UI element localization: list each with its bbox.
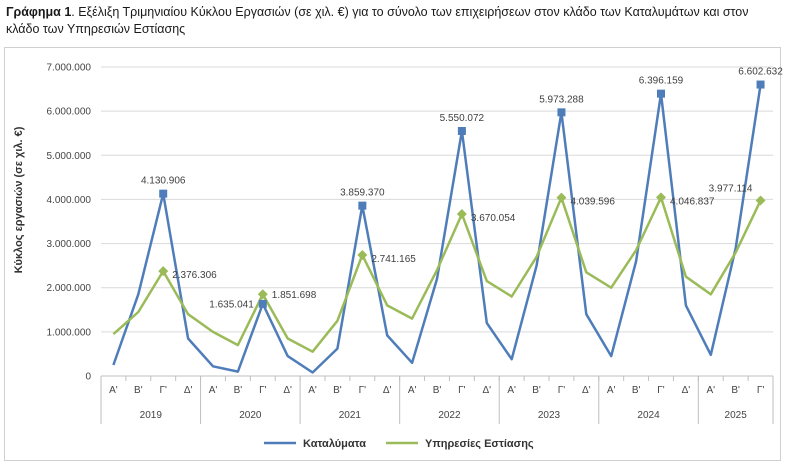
data-point-food-services xyxy=(755,195,766,206)
x-tick-label: Α' xyxy=(507,385,516,396)
year-label: 2022 xyxy=(438,410,461,421)
data-point-accommodation xyxy=(358,201,367,210)
data-point-food-services xyxy=(257,289,268,300)
data-point-food-services xyxy=(656,192,666,203)
data-label-food-services: 1.851.698 xyxy=(272,290,317,301)
series-lines xyxy=(112,84,762,374)
year-label: 2023 xyxy=(538,410,561,421)
x-tick-label: Β' xyxy=(532,385,541,396)
x-tick-label: Γ' xyxy=(359,385,367,396)
x-tick-label: Δ' xyxy=(582,385,591,396)
x-tick-label: Δ' xyxy=(482,385,491,396)
data-label-food-services: 4.039.596 xyxy=(570,197,615,208)
data-point-accommodation xyxy=(657,89,665,98)
x-tick-label: Β' xyxy=(234,385,243,396)
y-tick-label: 1.000.000 xyxy=(47,327,92,338)
series-markers xyxy=(158,80,766,308)
data-label-food-services: 2.741.165 xyxy=(371,254,416,265)
data-point-accommodation xyxy=(557,108,566,117)
x-tick-label: Β' xyxy=(134,385,143,396)
x-tick-label: Γ' xyxy=(558,385,566,396)
legend-label-food-services: Υπηρεσίες Εστίασης xyxy=(425,438,534,450)
x-tick-label: Δ' xyxy=(682,385,691,396)
data-point-accommodation xyxy=(457,127,466,136)
data-label-food-services: 3.670.054 xyxy=(471,213,516,224)
x-tick-label: Α' xyxy=(209,385,218,396)
data-label-accommodation: 1.635.041 xyxy=(209,299,254,310)
data-label-food-services: 4.046.837 xyxy=(670,196,715,207)
x-tick-label: Α' xyxy=(109,385,118,396)
x-tick-label: Β' xyxy=(731,385,740,396)
y-axis-label: Κύκλος εργασιών (σε χιλ. €) xyxy=(13,126,25,273)
y-tick-label: 3.000.000 xyxy=(47,239,92,250)
data-label-food-services: 3.977.114 xyxy=(709,183,753,194)
data-point-food-services xyxy=(456,208,467,219)
data-point-food-services xyxy=(556,192,567,203)
data-point-food-services xyxy=(158,266,169,277)
x-tick-label: Δ' xyxy=(383,385,392,396)
x-tick-label: Γ' xyxy=(259,385,267,396)
series-line-accommodation xyxy=(112,84,762,374)
x-tick-label: Δ' xyxy=(184,385,193,396)
y-tick-label: 4.000.000 xyxy=(47,195,92,206)
year-label: 2021 xyxy=(339,410,362,421)
x-tick-label: Δ' xyxy=(283,385,292,396)
y-tick-label: 7.000.000 xyxy=(47,63,92,74)
data-point-accommodation xyxy=(258,299,267,308)
data-label-accommodation: 6.396.159 xyxy=(639,76,684,87)
y-axis-ticks: 0 1.000.000 2.000.000 3.000.000 4.000.000 5.0… xyxy=(47,63,92,383)
year-label: 2020 xyxy=(239,410,262,421)
legend-label-accommodation: Καταλύματα xyxy=(303,438,366,450)
year-label: 2019 xyxy=(140,410,163,421)
y-tick-label: 6.000.000 xyxy=(47,107,92,118)
x-axis: Α' Β' Γ' Δ' Α' Β' Γ' Δ' Α' Β' Γ' Δ' Α' Β' Γ' Δ' Α' Β' Γ' Δ'… xyxy=(100,375,774,424)
y-tick-label: 5.000.000 xyxy=(47,151,92,162)
data-label-accommodation: 5.550.072 xyxy=(440,113,485,124)
x-tick-label: Α' xyxy=(308,385,317,396)
x-tick-label: Β' xyxy=(333,385,342,396)
y-tick-label: 2.000.000 xyxy=(47,283,92,294)
x-tick-label: Γ' xyxy=(757,385,765,396)
x-tick-label: Γ' xyxy=(458,385,466,396)
x-tick-label: Γ' xyxy=(657,385,665,396)
data-point-accommodation xyxy=(159,189,168,198)
year-label: 2024 xyxy=(637,410,660,421)
x-tick-label: Β' xyxy=(433,385,442,396)
year-label: 2025 xyxy=(725,410,748,421)
chart-frame xyxy=(4,47,781,461)
series-line-food-services xyxy=(112,196,762,353)
x-tick-label: Α' xyxy=(706,385,715,396)
data-label-food-services: 2.376.306 xyxy=(172,270,217,281)
x-tick-label: Β' xyxy=(632,385,641,396)
data-point-food-services xyxy=(357,249,368,260)
x-tick-label: Α' xyxy=(607,385,616,396)
caption-text: . Εξέλιξη Τριμηνιαίου Κύκλου Εργασιών (σ… xyxy=(6,5,749,36)
data-label-accommodation: 5.973.288 xyxy=(539,94,584,105)
chart-caption: Γράφημα 1. Εξέλιξη Τριμηνιαίου Κύκλου Ερ… xyxy=(6,4,781,38)
data-label-accommodation: 6.602.632 xyxy=(738,67,783,78)
data-point-accommodation xyxy=(756,80,765,89)
data-label-accommodation: 4.130.906 xyxy=(141,176,186,187)
data-label-accommodation: 3.859.370 xyxy=(340,188,385,199)
caption-prefix: Γράφημα 1 xyxy=(6,5,72,19)
x-tick-label: Γ' xyxy=(160,385,168,396)
y-tick-label: 0 xyxy=(85,372,91,383)
legend: Καταλύματα Υπηρεσίες Εστίασης xyxy=(264,438,534,450)
x-tick-label: Α' xyxy=(408,385,417,396)
data-labels: 4.130.906 1.635.041 3.859.370 5.550.072 5.97… xyxy=(141,67,783,311)
